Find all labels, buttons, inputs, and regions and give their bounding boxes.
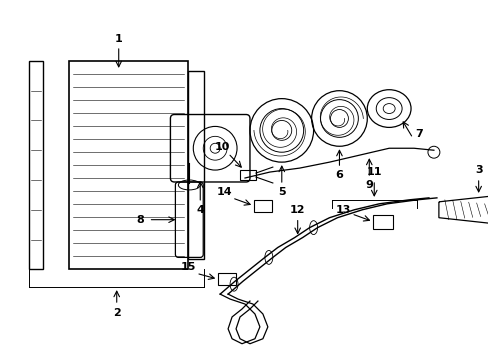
Text: 9: 9: [365, 180, 372, 190]
Bar: [253, 200, 271, 212]
Text: 10: 10: [214, 142, 229, 152]
Text: 6: 6: [335, 170, 343, 180]
Bar: [188, 71, 204, 260]
Text: 7: 7: [414, 129, 422, 139]
Text: 11: 11: [366, 167, 381, 177]
Text: 5: 5: [277, 187, 285, 197]
Bar: [240, 170, 255, 180]
Text: 8: 8: [137, 215, 144, 225]
Bar: [69, 61, 188, 269]
Text: 4: 4: [196, 205, 204, 215]
Bar: [218, 273, 236, 285]
Text: 13: 13: [335, 205, 350, 215]
Text: 3: 3: [474, 165, 482, 175]
Text: 14: 14: [216, 187, 231, 197]
Text: 1: 1: [115, 34, 122, 44]
Text: 2: 2: [113, 308, 121, 318]
Bar: [372, 215, 392, 229]
Bar: [29, 61, 43, 269]
Text: 12: 12: [289, 205, 305, 215]
Text: 15: 15: [180, 262, 196, 272]
